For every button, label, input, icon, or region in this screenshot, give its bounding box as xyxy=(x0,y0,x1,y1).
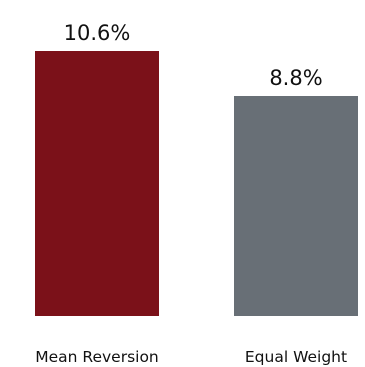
value-label-equal-weight: 8.8% xyxy=(269,66,322,90)
bar-mean-reversion xyxy=(35,51,159,316)
bars xyxy=(35,51,358,316)
value-labels: 10.6% 8.8% xyxy=(64,21,323,90)
category-label-mean-reversion: Mean Reversion xyxy=(35,348,159,366)
bar-equal-weight xyxy=(234,96,358,316)
value-label-mean-reversion: 10.6% xyxy=(64,21,131,45)
category-labels: Mean Reversion Equal Weight xyxy=(35,348,347,366)
category-label-equal-weight: Equal Weight xyxy=(245,348,347,366)
